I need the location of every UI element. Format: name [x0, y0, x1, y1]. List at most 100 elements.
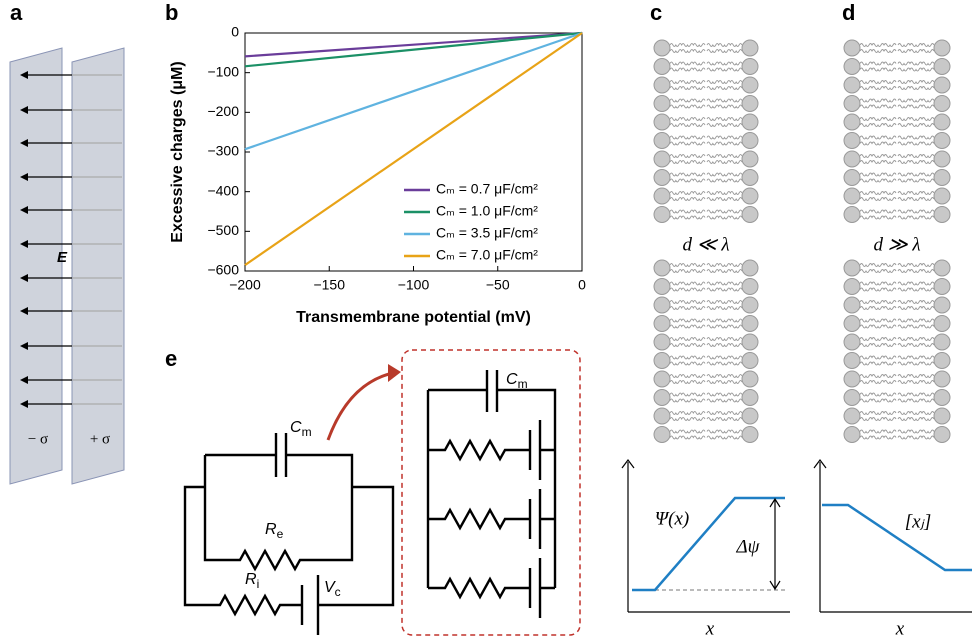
lipid-tail [706, 429, 743, 434]
label-base: V [324, 579, 336, 596]
lipid-head [843, 352, 861, 369]
lipid-head [933, 426, 951, 443]
lipid-tail [859, 61, 897, 66]
lipid-tail [669, 324, 706, 329]
concentration-graph [813, 459, 972, 613]
lipid-tail [859, 117, 897, 121]
label-base: C [506, 371, 518, 388]
lipid-head [653, 426, 671, 443]
arrow-head [20, 173, 28, 181]
lipid-tail [669, 104, 706, 109]
lipid-tail [859, 324, 897, 329]
lipid-tail [669, 215, 706, 220]
lipid-tail [897, 98, 935, 103]
arrow-head [20, 240, 28, 248]
lipid-tail [669, 287, 706, 292]
lipid-tail [897, 318, 935, 323]
lipid-head [933, 39, 951, 57]
lipid-head [933, 315, 951, 332]
lipid-head [933, 76, 951, 94]
lipid-head [933, 278, 951, 295]
lipid-tail [859, 43, 897, 47]
lipid-tail [669, 380, 706, 384]
lipid-tail [706, 191, 743, 195]
x-tick-label: −200 [229, 277, 261, 293]
lipid-head [843, 296, 861, 314]
lipid-tail [669, 43, 706, 47]
x-tick-label: −150 [313, 277, 345, 293]
lipid-tail [859, 209, 897, 214]
lipid-tail [706, 135, 743, 140]
lipid-head [933, 113, 951, 131]
lipid-tail [706, 300, 743, 304]
lipid-head [741, 259, 759, 277]
lipid-tail [859, 67, 897, 72]
lipid-tail [897, 324, 935, 329]
lipid-head [843, 278, 861, 295]
lipid-tail [897, 361, 935, 366]
lipid-tail [859, 160, 897, 164]
lipid-head [741, 132, 759, 149]
lipid-bilayers [653, 39, 951, 443]
lipid-tail [897, 135, 935, 140]
component-label: Vc [324, 579, 341, 599]
component-label: Ri [245, 571, 259, 591]
x-tick-label: −100 [398, 277, 430, 293]
lipid-head [741, 39, 759, 57]
lipid-head [653, 187, 671, 205]
lipid-tail [897, 80, 935, 84]
lipid-head [741, 333, 759, 351]
lipid-head [653, 333, 671, 351]
lipid-tail [669, 178, 706, 183]
y-tick-label: −200 [207, 103, 239, 119]
lipid-tail [859, 123, 897, 127]
lipid-tail [897, 411, 935, 415]
lipid-tail [706, 417, 743, 421]
lipid-tail [669, 343, 706, 347]
lipid-tail [706, 411, 743, 415]
lipid-head [653, 58, 671, 75]
lipid-tail [669, 123, 706, 127]
component-label: Cm [506, 371, 528, 391]
lipid-tail [706, 343, 743, 347]
lipid-tail [897, 123, 935, 127]
lipid-tail [897, 67, 935, 72]
lipid-tail [706, 117, 743, 121]
arrow-head [20, 376, 28, 384]
label-sub: m [518, 377, 528, 391]
lipid-tail [669, 197, 706, 201]
lipid-tail [859, 398, 897, 403]
lipid-head [741, 315, 759, 332]
relation-label: d ≫ λ [873, 234, 920, 255]
lipid-tail [897, 355, 935, 360]
capacitor-plates [9, 47, 125, 485]
lipid-tail [859, 417, 897, 421]
x-label: x [705, 618, 715, 639]
y-tick-label: 0 [231, 24, 239, 40]
lipid-head [741, 389, 759, 406]
lipid-tail [897, 141, 935, 146]
lipid-head [843, 333, 861, 351]
lipid-head [653, 169, 671, 186]
component-label: Cm [290, 419, 312, 439]
arrow-head [20, 400, 28, 408]
lipid-tail [706, 172, 743, 177]
lipid-head [843, 206, 861, 223]
lipid-tail [706, 287, 743, 292]
lipid-tail [706, 123, 743, 127]
label-sub: i [257, 577, 260, 591]
lipid-tail [669, 141, 706, 146]
lipid-head [653, 132, 671, 149]
lipid-tail [897, 104, 935, 109]
lipid-head [843, 113, 861, 131]
lipid-tail [669, 172, 706, 177]
arrow-head [20, 274, 28, 282]
lipid-head [843, 150, 861, 168]
lipid-head [653, 113, 671, 131]
lipid-tail [706, 61, 743, 66]
lipid-tail [706, 324, 743, 329]
lipid-head [741, 352, 759, 369]
lipid-tail [859, 269, 897, 273]
lipid-tail [706, 398, 743, 403]
lipid-tail [706, 104, 743, 109]
